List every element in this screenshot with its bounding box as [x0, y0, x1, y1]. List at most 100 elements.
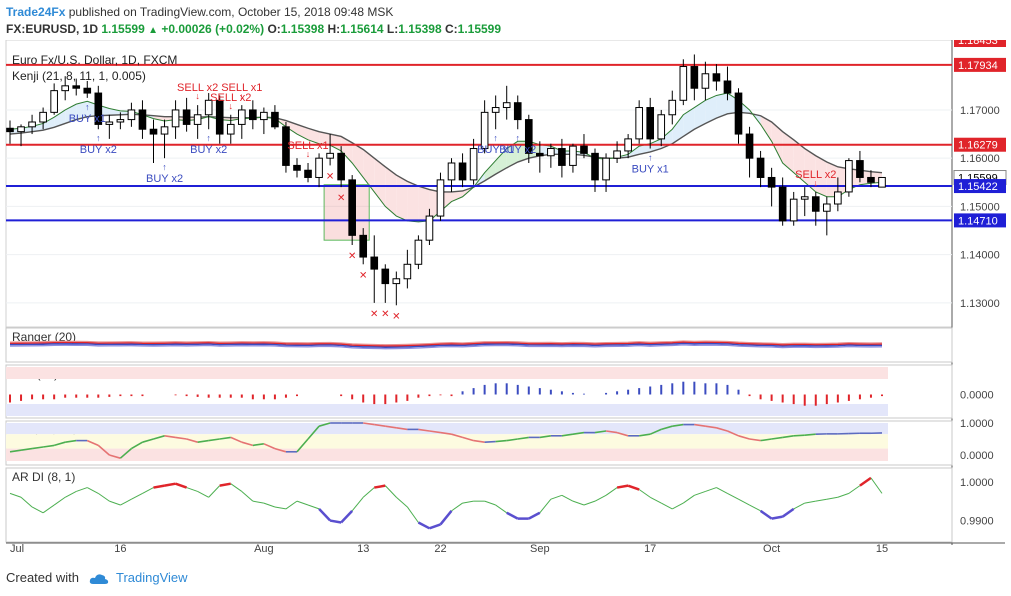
tdi-segment: [495, 439, 507, 443]
tdi-segment: [374, 423, 386, 427]
candle-body: [789, 198, 798, 222]
candle-body: [6, 127, 14, 133]
signal-label: BUY x1: [632, 164, 669, 176]
candle-body: [679, 66, 688, 101]
ardi-segment: [186, 487, 198, 492]
kenji-cloud-segment: [76, 101, 88, 120]
tdi-segment: [119, 447, 132, 459]
price-marker-label: 1.15422: [958, 181, 998, 193]
candle-body: [105, 121, 114, 125]
ardi-segment: [749, 504, 761, 512]
indicator-pane-label: Ranger (20): [12, 330, 76, 344]
tdi-segment: [53, 441, 66, 447]
candle-body: [193, 114, 202, 125]
buy-arrow-icon: ↑: [648, 153, 653, 163]
ardi-segment: [406, 506, 419, 523]
tdi-segment: [506, 438, 518, 442]
ardi-segment: [164, 482, 176, 487]
candle-body: [72, 85, 81, 89]
tdi-segment: [561, 433, 574, 437]
candle-body: [513, 102, 522, 121]
ardi-segment: [759, 509, 773, 520]
cross-mark-icon: ✕: [337, 193, 345, 204]
symbol: FX:EURUSD, 1D: [6, 22, 99, 36]
kenji-cloud-segment: [760, 115, 772, 142]
tdi-lower-band: [6, 448, 888, 461]
kenji-cloud-segment: [694, 100, 706, 130]
signal-label: SELL x2: [795, 169, 836, 181]
candle-body: [392, 278, 401, 285]
candle-body: [690, 66, 699, 89]
candle-body: [116, 119, 125, 123]
msi-tick-label: 0.0000: [960, 390, 994, 402]
tdi-segment: [661, 425, 673, 431]
tdi-segment: [363, 422, 375, 426]
candle-body: [657, 114, 666, 140]
chart-canvas[interactable]: 1.170001.160001.150001.140001.13000↑BUY …: [0, 40, 1011, 570]
candle-body: [458, 162, 467, 181]
tdi-segment: [727, 430, 739, 437]
candle-body: [215, 99, 224, 135]
publisher-name[interactable]: Trade24Fx: [6, 5, 66, 19]
candle-body: [580, 145, 588, 154]
kenji-cloud-segment: [396, 175, 408, 221]
close-label: C:: [444, 22, 458, 36]
tdi-segment: [31, 446, 44, 450]
indicator-pane: [5, 467, 953, 543]
buy-arrow-icon: ↑: [515, 133, 520, 143]
ardi-segment: [9, 492, 22, 498]
last-price: 1.15599: [101, 22, 145, 36]
candle-body: [83, 87, 92, 94]
candle-body: [668, 99, 677, 116]
open-label: O:: [267, 22, 281, 36]
tradingview-brand[interactable]: TradingView: [116, 570, 188, 585]
kenji-cloud-segment: [341, 136, 353, 163]
tdi-segment: [263, 443, 276, 450]
indicator-label: Kenji (21, 8, 11, 1, 0.005): [12, 69, 146, 83]
kenji-cloud-segment: [308, 128, 320, 144]
ardi-segment: [109, 500, 121, 506]
tdi-segment: [473, 439, 485, 443]
sell-arrow-icon: ↓: [229, 101, 234, 111]
candle-body: [293, 164, 301, 171]
ardi-segment: [815, 498, 827, 502]
tdi-segment: [605, 430, 618, 434]
tdi-segment: [175, 436, 187, 440]
candle-body: [138, 109, 147, 130]
tdi-segment: [318, 422, 331, 427]
kenji-cloud-segment: [639, 143, 651, 155]
candle-body: [613, 150, 621, 159]
ardi-segment: [627, 484, 640, 491]
ardi-segment: [175, 482, 188, 489]
ardi-segment: [296, 500, 309, 506]
candle-body: [17, 126, 25, 133]
tdi-segment: [694, 423, 706, 427]
tdi-segment: [219, 436, 231, 440]
kenji-cloud-segment: [484, 160, 496, 181]
ardi-segment: [87, 487, 99, 494]
candle-body: [536, 152, 544, 157]
price-marker-tag: [954, 57, 1006, 72]
candle-body: [778, 186, 787, 222]
tdi-segment: [418, 428, 430, 432]
ardi-segment: [638, 489, 651, 498]
tdi-segment: [705, 425, 717, 429]
candle-body: [480, 111, 489, 150]
tdi-segment: [9, 449, 22, 453]
ranger-line: [9, 344, 883, 350]
kenji-cloud-segment: [374, 158, 386, 207]
kenji-cloud-segment: [716, 93, 728, 119]
cross-mark-icon: ✕: [381, 309, 389, 320]
tdi-segment: [639, 433, 651, 437]
buy-arrow-icon: ↑: [96, 133, 101, 143]
kenji-cloud-segment: [705, 95, 717, 124]
candle-body: [646, 107, 655, 140]
tdi-segment: [274, 447, 287, 453]
candle-body: [61, 85, 70, 92]
ardi-segment: [550, 494, 563, 500]
tdi-tick-label: 0.0000: [960, 450, 994, 462]
ardi-segment: [484, 500, 496, 506]
cross-mark-icon: ✕: [370, 309, 378, 320]
tdi-segment: [782, 435, 794, 439]
candle-body: [315, 157, 323, 178]
